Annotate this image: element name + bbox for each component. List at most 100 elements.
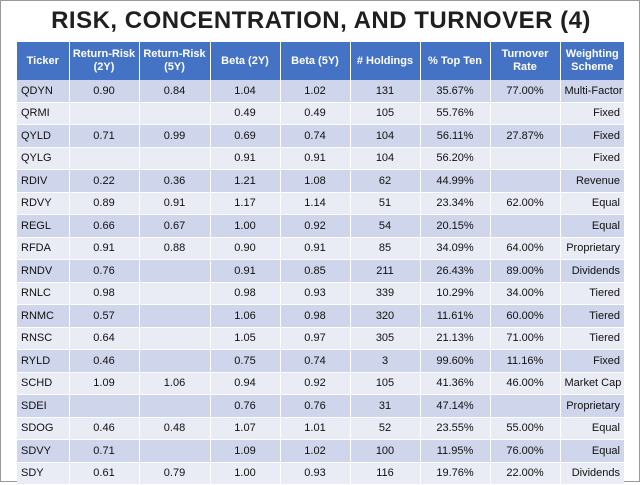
table-header-row: Ticker Return-Risk (2Y) Return-Risk (5Y) Be… bbox=[17, 42, 624, 80]
cell-return-risk-5y bbox=[139, 259, 211, 283]
cell-return-risk-2y: 0.98 bbox=[69, 282, 140, 305]
cell-turnover-rate: 77.00% bbox=[490, 80, 561, 103]
table-row: RNLC 0.98 0.98 0.93 339 10.29% 34.00% Tiered bbox=[17, 282, 624, 305]
cell-return-risk-2y: 0.64 bbox=[69, 327, 140, 350]
cell-top-ten: 34.09% bbox=[420, 237, 491, 260]
table-row: RFDA 0.91 0.88 0.90 0.91 85 34.09% 64.00% Propri… bbox=[17, 237, 624, 260]
cell-return-risk-2y: 0.22 bbox=[69, 169, 140, 193]
cell-weighting-scheme: Equal bbox=[560, 439, 624, 463]
cell-holdings: 52 bbox=[350, 417, 421, 440]
cell-turnover-rate bbox=[490, 169, 561, 193]
cell-weighting-scheme: Revenue bbox=[560, 169, 624, 193]
cell-return-risk-2y bbox=[69, 394, 140, 418]
cell-ticker: RDVY bbox=[17, 192, 70, 215]
cell-return-risk-2y: 0.89 bbox=[69, 192, 140, 215]
cell-holdings: 100 bbox=[350, 439, 421, 463]
cell-beta-2y: 0.49 bbox=[210, 102, 281, 125]
cell-ticker: QRMI bbox=[17, 102, 70, 125]
cell-weighting-scheme: Proprietary bbox=[560, 394, 624, 418]
cell-weighting-scheme: Fixed bbox=[560, 124, 624, 148]
cell-top-ten: 26.43% bbox=[420, 259, 491, 283]
cell-return-risk-2y: 0.91 bbox=[69, 237, 140, 260]
cell-weighting-scheme: Dividends bbox=[560, 462, 624, 485]
cell-holdings: 320 bbox=[350, 304, 421, 328]
cell-ticker: REGL bbox=[17, 214, 70, 238]
cell-ticker: SDY bbox=[17, 462, 70, 485]
risk-table: Ticker Return-Risk (2Y) Return-Risk (5Y) Be… bbox=[17, 42, 624, 485]
column-header-weighting-scheme: Weighting Scheme bbox=[560, 42, 624, 80]
table-row: SDEI 0.76 0.76 31 47.14% Proprietary bbox=[17, 394, 624, 418]
table-body: QDYN 0.90 0.84 1.04 1.02 131 35.67% 77.00% Multi… bbox=[17, 80, 624, 485]
cell-beta-2y: 1.09 bbox=[210, 439, 281, 463]
cell-beta-2y: 0.90 bbox=[210, 237, 281, 260]
cell-weighting-scheme: Dividends bbox=[560, 259, 624, 283]
cell-return-risk-2y: 0.71 bbox=[69, 124, 140, 148]
cell-turnover-rate bbox=[490, 102, 561, 125]
cell-weighting-scheme: Proprietary bbox=[560, 237, 624, 260]
cell-beta-2y: 1.06 bbox=[210, 304, 281, 328]
cell-holdings: 62 bbox=[350, 169, 421, 193]
cell-holdings: 3 bbox=[350, 349, 421, 373]
cell-return-risk-5y: 0.88 bbox=[139, 237, 211, 260]
cell-top-ten: 10.29% bbox=[420, 282, 491, 305]
cell-return-risk-5y bbox=[139, 327, 211, 350]
table-row: RDVY 0.89 0.91 1.17 1.14 51 23.34% 62.00% Equal bbox=[17, 192, 624, 215]
cell-beta-5y: 0.76 bbox=[280, 394, 351, 418]
cell-beta-2y: 1.04 bbox=[210, 80, 281, 103]
cell-beta-5y: 0.93 bbox=[280, 282, 351, 305]
cell-weighting-scheme: Multi-Factor bbox=[560, 80, 624, 103]
column-header-top-ten: % Top Ten bbox=[420, 42, 491, 80]
cell-ticker: SDVY bbox=[17, 439, 70, 463]
cell-beta-5y: 0.74 bbox=[280, 349, 351, 373]
cell-ticker: RNSC bbox=[17, 327, 70, 350]
table-row: RNDV 0.76 0.91 0.85 211 26.43% 89.00% Dividends bbox=[17, 259, 624, 283]
cell-return-risk-5y bbox=[139, 394, 211, 418]
cell-turnover-rate bbox=[490, 147, 561, 170]
table-row: SDY 0.61 0.79 1.00 0.93 116 19.76% 22.00% Divide… bbox=[17, 462, 624, 485]
cell-top-ten: 56.11% bbox=[420, 124, 491, 148]
cell-weighting-scheme: Fixed bbox=[560, 349, 624, 373]
column-header-return-risk-5y: Return-Risk (5Y) bbox=[139, 42, 211, 80]
cell-return-risk-5y bbox=[139, 282, 211, 305]
cell-top-ten: 99.60% bbox=[420, 349, 491, 373]
cell-holdings: 51 bbox=[350, 192, 421, 215]
cell-beta-5y: 1.08 bbox=[280, 169, 351, 193]
cell-holdings: 54 bbox=[350, 214, 421, 238]
cell-turnover-rate: 55.00% bbox=[490, 417, 561, 440]
cell-beta-5y: 0.74 bbox=[280, 124, 351, 148]
table-row: RYLD 0.46 0.75 0.74 3 99.60% 11.16% Fixed bbox=[17, 349, 624, 373]
cell-beta-2y: 1.00 bbox=[210, 462, 281, 485]
cell-return-risk-2y: 0.61 bbox=[69, 462, 140, 485]
cell-beta-5y: 0.49 bbox=[280, 102, 351, 125]
cell-beta-2y: 0.91 bbox=[210, 147, 281, 170]
cell-beta-2y: 1.00 bbox=[210, 214, 281, 238]
cell-turnover-rate: 34.00% bbox=[490, 282, 561, 305]
slide-title: RISK, CONCENTRATION, AND TURNOVER (4) bbox=[51, 7, 591, 34]
cell-beta-5y: 0.93 bbox=[280, 462, 351, 485]
cell-beta-2y: 1.07 bbox=[210, 417, 281, 440]
cell-turnover-rate bbox=[490, 394, 561, 418]
table-row: QYLD 0.71 0.99 0.69 0.74 104 56.11% 27.87% Fixed bbox=[17, 124, 624, 148]
cell-ticker: RNLC bbox=[17, 282, 70, 305]
cell-weighting-scheme: Equal bbox=[560, 417, 624, 440]
cell-ticker: SDEI bbox=[17, 394, 70, 418]
cell-beta-2y: 0.69 bbox=[210, 124, 281, 148]
cell-return-risk-2y bbox=[69, 102, 140, 125]
cell-return-risk-5y: 0.99 bbox=[139, 124, 211, 148]
cell-return-risk-5y: 0.84 bbox=[139, 80, 211, 103]
column-header-ticker: Ticker bbox=[17, 42, 70, 80]
cell-beta-5y: 0.85 bbox=[280, 259, 351, 283]
cell-top-ten: 56.20% bbox=[420, 147, 491, 170]
cell-beta-5y: 1.02 bbox=[280, 439, 351, 463]
table-row: QRMI 0.49 0.49 105 55.76% Fixed bbox=[17, 102, 624, 125]
cell-return-risk-2y: 0.71 bbox=[69, 439, 140, 463]
table-row: SDOG 0.46 0.48 1.07 1.01 52 23.55% 55.00% Equal bbox=[17, 417, 624, 440]
cell-return-risk-5y bbox=[139, 439, 211, 463]
cell-top-ten: 41.36% bbox=[420, 372, 491, 395]
cell-beta-2y: 0.91 bbox=[210, 259, 281, 283]
cell-ticker: RNDV bbox=[17, 259, 70, 283]
cell-holdings: 211 bbox=[350, 259, 421, 283]
cell-turnover-rate: 60.00% bbox=[490, 304, 561, 328]
cell-turnover-rate: 27.87% bbox=[490, 124, 561, 148]
